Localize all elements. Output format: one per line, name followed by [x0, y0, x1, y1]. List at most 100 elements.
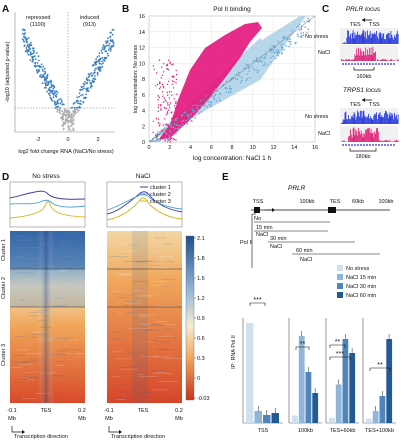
- b-point-pink: [176, 93, 178, 96]
- c-track-bar: [382, 59, 384, 61]
- volcano-point: [60, 99, 63, 102]
- d-streak: [152, 373, 173, 374]
- b-point-pink: [167, 94, 169, 97]
- d-streak: [26, 353, 43, 355]
- c-track-bar: [362, 50, 364, 61]
- b-point-pink: [173, 116, 175, 118]
- b-point: [269, 47, 272, 50]
- c-track-bar: [341, 60, 343, 61]
- volcano-point: [32, 59, 34, 61]
- c-track-bar: [369, 116, 371, 124]
- c-track-bar: [351, 32, 353, 44]
- volcano-point: [22, 39, 25, 42]
- b-point: [159, 131, 161, 133]
- c-track-bar: [385, 39, 386, 44]
- b-point-pink: [157, 106, 159, 109]
- c-track-bar: [350, 134, 352, 142]
- b-point: [270, 51, 272, 53]
- b-point-pink: [164, 134, 166, 136]
- d-streak: [118, 368, 137, 370]
- b-point: [206, 106, 209, 108]
- b-point-pink: [161, 74, 164, 77]
- b-point-pink: [174, 117, 176, 119]
- e-bar: [254, 411, 262, 423]
- b-point: [286, 39, 288, 41]
- c-track-bar: [365, 116, 367, 124]
- b-point: [277, 49, 280, 51]
- volcano-point: [40, 74, 42, 76]
- d-mb-1b: Mb: [78, 416, 86, 422]
- b-point-pink: [172, 63, 174, 65]
- c-track-bar: [345, 59, 347, 61]
- c-track-bar: [382, 140, 384, 142]
- volcano-point: [92, 81, 95, 84]
- volcano-point: [87, 78, 89, 81]
- volcano-point: [31, 60, 34, 63]
- c-track-bar: [357, 54, 358, 61]
- volcano-point-ns: [70, 120, 73, 123]
- b-point-pink: [168, 139, 170, 142]
- d-streak: [17, 362, 30, 364]
- b-point: [170, 126, 173, 128]
- b-point: [274, 57, 277, 60]
- e-bar: [335, 384, 342, 423]
- b-point: [200, 111, 203, 113]
- d-streak: [154, 349, 169, 350]
- volcano-point: [48, 89, 51, 92]
- c-track-bar: [359, 35, 361, 44]
- c-track-bar: [387, 140, 389, 142]
- c-track-bar: [360, 130, 362, 142]
- c-track-bar: [343, 42, 345, 44]
- b-point: [270, 56, 272, 59]
- b-point: [186, 123, 189, 125]
- b-point: [245, 79, 247, 82]
- e-legend-swatch: [337, 283, 343, 289]
- b-point: [308, 21, 311, 23]
- volcano-point: [44, 86, 46, 89]
- d-streak: [56, 350, 67, 352]
- d-streak: [18, 349, 30, 351]
- b-xtick: 2: [168, 145, 171, 151]
- d-streak: [128, 244, 138, 246]
- c-track-bar: [355, 56, 357, 61]
- d-streak: [139, 324, 159, 326]
- b-point: [243, 67, 245, 69]
- volcano-point: [30, 52, 32, 55]
- volcano-point: [46, 74, 49, 76]
- b-point: [196, 106, 198, 109]
- volcano-point: [76, 96, 79, 99]
- c-track-bar: [386, 113, 388, 124]
- b-point: [155, 132, 158, 135]
- c-track-bar: [396, 59, 398, 61]
- volcano-point: [107, 54, 110, 57]
- b-point-pink: [156, 138, 158, 141]
- c-track-bar: [341, 59, 342, 61]
- b-point: [215, 100, 218, 102]
- c-track-bar: [393, 39, 394, 44]
- e-cond-60-nacl: NaCl: [300, 257, 312, 263]
- volcano-point: [101, 66, 103, 68]
- c-scale-1: 160kb: [357, 74, 372, 80]
- b-point: [175, 132, 177, 134]
- c-track-bar: [378, 113, 380, 124]
- volcano-point: [36, 62, 39, 64]
- c-track-bar: [378, 140, 380, 142]
- d-streak: [121, 294, 134, 296]
- b-point: [234, 78, 237, 80]
- c-track-bar: [374, 113, 376, 124]
- c-track-bar: [374, 52, 376, 61]
- volcano-point-ns: [64, 119, 67, 121]
- d-streak: [144, 340, 158, 342]
- volcano-point: [29, 59, 32, 61]
- panel-a-label: A: [2, 4, 9, 15]
- c-nacl-1: NaCl: [318, 50, 330, 56]
- volcano-point: [24, 37, 27, 40]
- volcano-point: [23, 45, 26, 47]
- c-track-bar: [378, 60, 380, 61]
- volcano-point: [101, 52, 104, 55]
- c-track-bar: [396, 119, 398, 124]
- b-point: [271, 44, 274, 47]
- c-track-bar: [369, 132, 371, 142]
- b-point-pink: [167, 104, 169, 106]
- volcano-point: [55, 105, 58, 108]
